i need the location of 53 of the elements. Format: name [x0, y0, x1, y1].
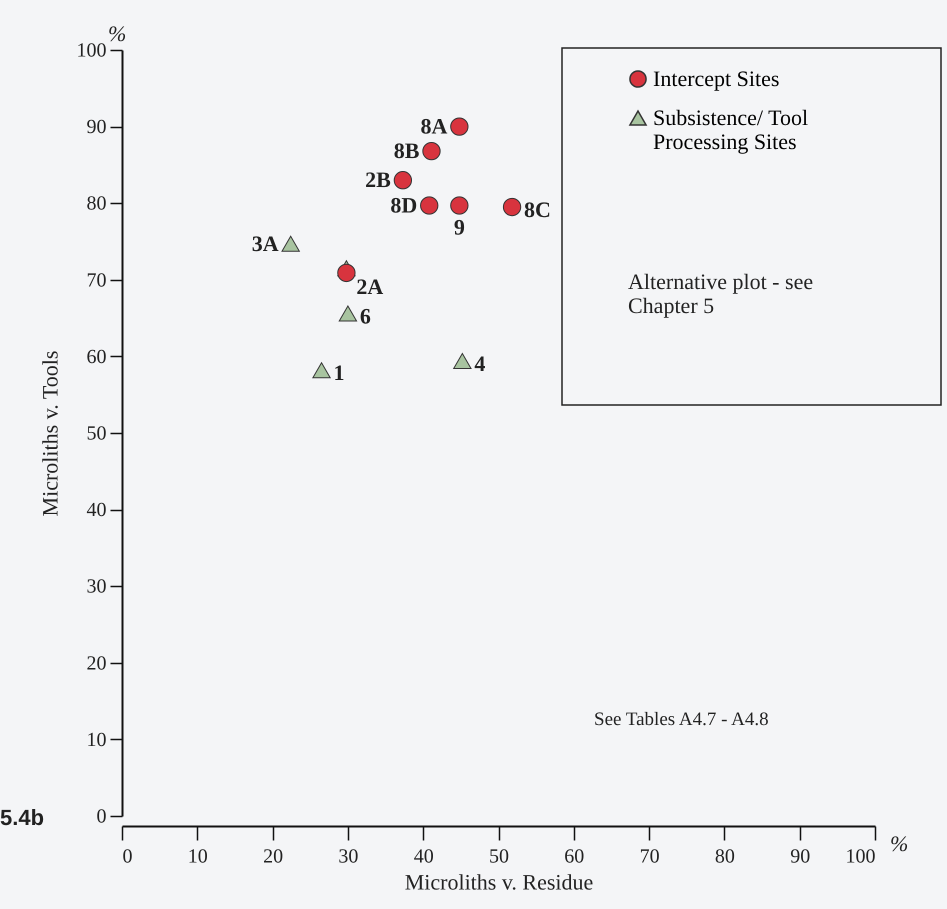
legend-label: Intercept Sites — [653, 66, 780, 91]
point — [420, 196, 438, 215]
x-tick-label: 30 — [338, 846, 358, 868]
annotation: 8A — [420, 114, 448, 139]
annotation: 9 — [454, 214, 465, 240]
y-tick-label: 50 — [86, 422, 106, 444]
x-tick-label: 10 — [188, 846, 208, 868]
x-tick-label: 80 — [714, 846, 735, 868]
x-tick-label: 70 — [640, 846, 660, 868]
x-axis-title: Microliths v. Residue — [404, 870, 594, 894]
annotation: 2B — [365, 167, 392, 192]
y-tick-label: 30 — [86, 576, 106, 598]
annotation: 1 — [334, 360, 345, 386]
y-tick-label: 0 — [96, 806, 106, 828]
text: 5.4b — [0, 805, 44, 830]
y-tick-label: 60 — [86, 346, 106, 368]
annotation: 8B — [394, 138, 420, 164]
point — [422, 142, 441, 160]
point — [312, 362, 331, 378]
point — [450, 196, 469, 215]
y-tick-label: 10 — [86, 728, 106, 751]
point — [394, 171, 412, 190]
point — [338, 306, 358, 322]
annotation: 3A — [252, 230, 279, 256]
y-tick-label: 40 — [86, 499, 106, 522]
y-axis-title: Microliths v. Tools — [38, 350, 62, 516]
x-tick-label: 0 — [122, 846, 132, 868]
annotation: 8D — [390, 192, 418, 218]
annotation: 2A — [356, 274, 384, 299]
x-tick-label: 60 — [564, 846, 584, 868]
point — [337, 264, 356, 282]
x-tick-label: 90 — [790, 846, 810, 868]
annotation: 6 — [360, 304, 371, 329]
point — [282, 236, 300, 252]
annotation: See Tables A4.7 - A4.8 — [594, 709, 769, 730]
legend-label: Subsistence/ Tool Processing Sites — [653, 105, 808, 154]
x-tick-label: 100 — [846, 846, 876, 868]
x-tick-label: 50 — [489, 846, 509, 868]
annotation: Alternative plot - see Chapter 5 — [628, 269, 814, 318]
point — [450, 117, 469, 136]
annotation: 8C — [524, 197, 551, 222]
point — [453, 352, 472, 369]
x-tick-label: 20 — [263, 846, 284, 868]
text: % — [890, 831, 908, 856]
annotation: 4 — [474, 350, 486, 376]
y-tick-label: 20 — [86, 652, 106, 674]
y-tick-label: 70 — [86, 269, 106, 292]
x-tick-label: 40 — [414, 846, 434, 868]
y-tick-label: 90 — [86, 116, 106, 138]
y-tick-label: 80 — [86, 192, 106, 215]
y-tick-label: 100 — [76, 40, 106, 62]
text: % — [108, 21, 126, 46]
point — [502, 198, 522, 216]
